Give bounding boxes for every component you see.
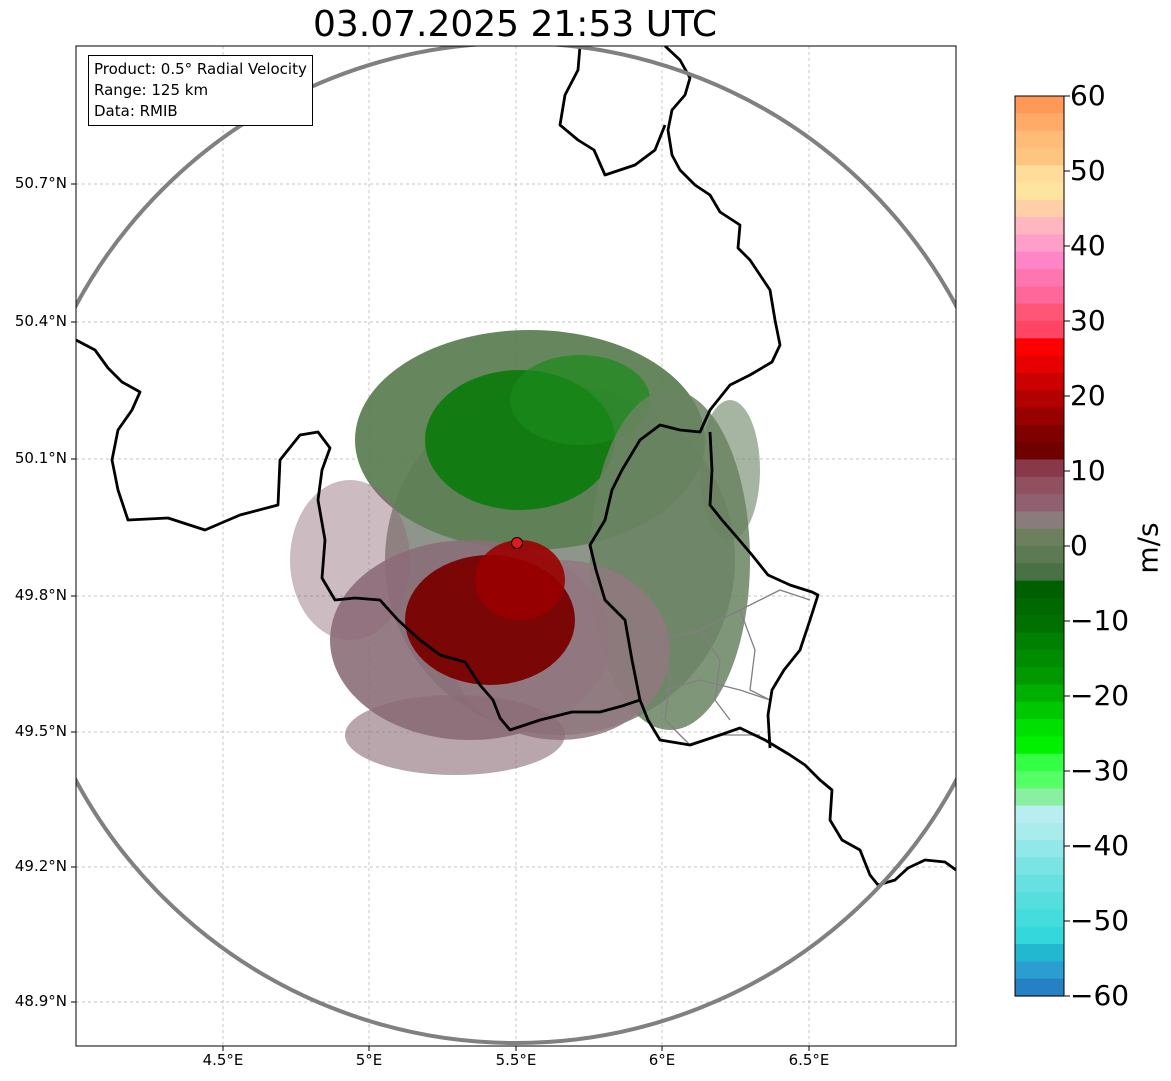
colorbar-tick-label: −20: [1070, 679, 1130, 712]
colorbar-segment: [1015, 857, 1064, 876]
colorbar-tick-label: −30: [1070, 754, 1130, 787]
colorbar-segment: [1015, 978, 1064, 997]
colorbar-tick-label: 10: [1070, 454, 1106, 487]
colorbar-segment: [1015, 597, 1064, 616]
colorbar-segment: [1015, 684, 1064, 703]
info-product: Product: 0.5° Radial Velocity: [94, 60, 307, 78]
radar-site-marker: [511, 537, 523, 549]
colorbar-segment: [1015, 511, 1064, 530]
colorbar-unit-label: m/s: [1131, 522, 1165, 574]
colorbar-segment: [1015, 459, 1064, 478]
velocity-field: [290, 330, 760, 775]
colorbar-segment: [1015, 667, 1064, 686]
colorbar-segment: [1015, 615, 1064, 634]
info-box: Product: 0.5° Radial Velocity Range: 125…: [88, 55, 313, 126]
colorbar-segment: [1015, 649, 1064, 668]
colorbar-segment: [1015, 407, 1064, 426]
colorbar-tick-label: 0: [1070, 529, 1088, 562]
colorbar-segment: [1015, 632, 1064, 651]
colorbar-segment: [1015, 719, 1064, 737]
lon-label: 6.5°E: [788, 1051, 830, 1069]
colorbar-segment: [1015, 926, 1064, 945]
colorbar-segment: [1015, 788, 1064, 807]
colorbar-segment: [1015, 372, 1064, 391]
colorbar-segment: [1015, 546, 1064, 564]
colorbar-segment: [1015, 424, 1064, 443]
colorbar-segment: [1015, 182, 1064, 201]
colorbar-segment: [1015, 563, 1064, 582]
colorbar-segment: [1015, 234, 1064, 253]
colorbar-segment: [1015, 217, 1064, 236]
colorbar-segment: [1015, 944, 1064, 962]
colorbar-segment: [1015, 442, 1064, 461]
colorbar-segment: [1015, 251, 1064, 270]
colorbar-segment: [1015, 96, 1064, 114]
colorbar-segment: [1015, 476, 1064, 495]
colorbar-segment: [1015, 528, 1064, 547]
lon-label: 5°E: [355, 1051, 383, 1069]
lat-label: 50.4°N: [14, 312, 67, 330]
country-borders: [76, 46, 956, 887]
lat-label: 49.8°N: [14, 586, 67, 604]
range-ring: [76, 46, 956, 1045]
lon-tick-marks: [222, 1046, 810, 1051]
colorbar-segment: [1015, 840, 1064, 859]
lon-label: 6°E: [648, 1051, 676, 1069]
colorbar-segment: [1015, 147, 1064, 166]
colorbar-segment: [1015, 321, 1064, 339]
colorbar-tick-label: 30: [1070, 304, 1106, 337]
colorbar-tick-label: 50: [1070, 154, 1106, 187]
colorbar-tick-label: −60: [1070, 979, 1130, 1012]
colorbar-tick-label: 20: [1070, 379, 1106, 412]
lat-label: 49.2°N: [14, 857, 67, 875]
lon-label: 4.5°E: [202, 1051, 244, 1069]
colorbar-segment: [1015, 355, 1064, 374]
colorbar-segment: [1015, 286, 1064, 305]
colorbar-tick-label: −10: [1070, 604, 1130, 637]
colorbar-segment: [1015, 199, 1064, 218]
colorbar-segment: [1015, 909, 1064, 928]
info-data-source: Data: RMIB: [94, 102, 178, 120]
colorbar-segment: [1015, 736, 1064, 755]
colorbar-segment: [1015, 338, 1064, 357]
colorbar-segment: [1015, 753, 1064, 772]
colorbar-segment: [1015, 113, 1064, 132]
colorbar-segment: [1015, 130, 1064, 149]
map-title: 03.07.2025 21:53 UTC: [312, 4, 718, 45]
colorbar-tick-label: 40: [1070, 229, 1106, 262]
colorbar-segment: [1015, 771, 1064, 789]
colorbar-tick-label: −40: [1070, 829, 1130, 862]
colorbar-tick-label: 60: [1070, 79, 1106, 112]
lon-label: 5.5°E: [495, 1051, 537, 1069]
lat-label: 49.5°N: [14, 722, 67, 740]
colorbar-tick-marks: [1064, 95, 1070, 997]
colorbar-segment: [1015, 701, 1064, 720]
colorbar-segment: [1015, 874, 1064, 893]
colorbar-segment: [1015, 892, 1064, 911]
colorbar-segment: [1015, 390, 1064, 409]
colorbar-segment: [1015, 961, 1064, 980]
lat-tick-marks: [71, 183, 76, 1003]
colorbar-segment: [1015, 580, 1064, 599]
colorbar-tick-label: −50: [1070, 904, 1130, 937]
colorbar-segment: [1015, 303, 1064, 322]
lat-label: 48.9°N: [14, 992, 67, 1010]
lat-label: 50.7°N: [14, 174, 67, 192]
colorbar-segment: [1015, 805, 1064, 824]
colorbar-segment: [1015, 494, 1064, 512]
info-range: Range: 125 km: [94, 81, 209, 99]
colorbar-segment: [1015, 165, 1064, 184]
colorbar: [1015, 96, 1064, 997]
colorbar-segment: [1015, 269, 1064, 287]
colorbar-segment: [1015, 822, 1064, 841]
lat-label: 50.1°N: [14, 449, 67, 467]
